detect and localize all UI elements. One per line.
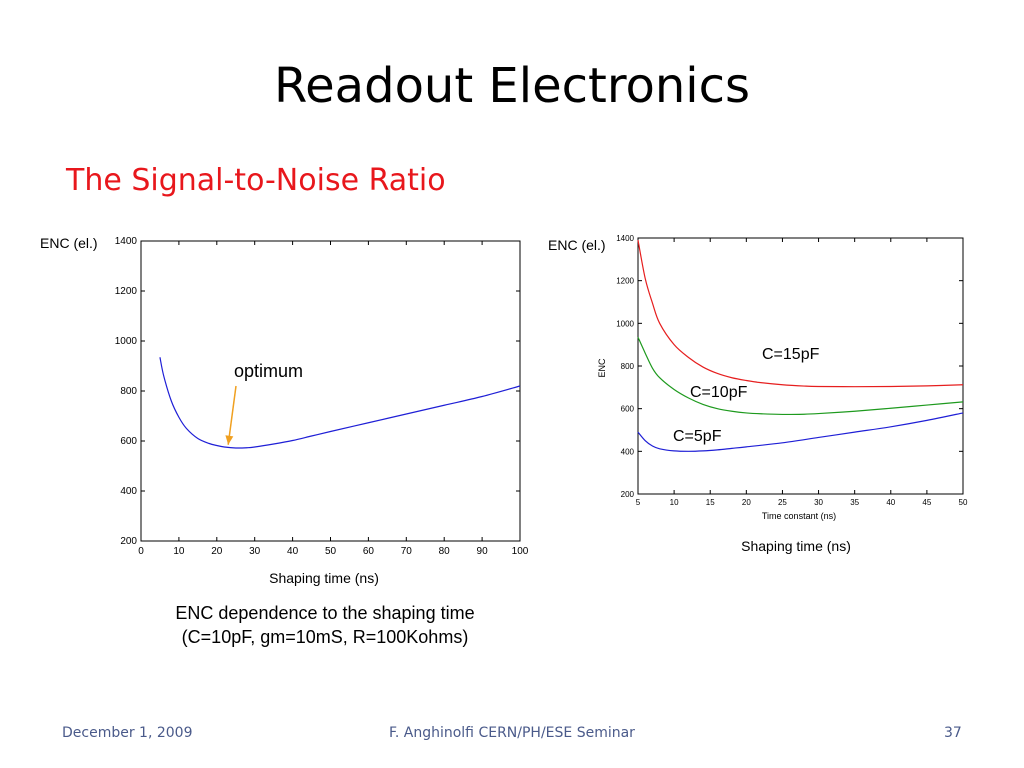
series-label-c15: C=15pF	[762, 346, 820, 363]
chart2-ytick-label: 600	[621, 405, 635, 414]
chart2-xtick-label: 45	[922, 498, 931, 507]
chart1-xtick-label: 20	[211, 546, 223, 557]
chart1-xlabel: Shaping time (ns)	[269, 570, 379, 586]
chart2-series-line-c-15pf	[637, 240, 964, 388]
chart2-xtick-label: 50	[959, 498, 968, 507]
chart2-xtick-label: 40	[886, 498, 895, 507]
chart1-xtick-label: 100	[512, 546, 529, 557]
caption-line-1: ENC dependence to the shaping time	[175, 603, 475, 623]
chart1-ytick-label: 200	[120, 536, 137, 547]
optimum-arrow	[227, 385, 237, 445]
chart1-series-line-0	[159, 357, 521, 449]
slide-title: Readout Electronics	[273, 58, 751, 114]
chart2-xtick-label: 20	[742, 498, 751, 507]
footer-date: December 1, 2009	[62, 725, 193, 741]
chart2-ytick-label: 200	[621, 490, 635, 499]
footer-presenter: F. Anghinolfi CERN/PH/ESE Seminar	[389, 725, 635, 741]
chart1-ytick-label: 1200	[115, 286, 138, 297]
chart2-xtick-label: 5	[636, 498, 641, 507]
chart2-series-line-c-5pf	[637, 412, 964, 452]
chart1-xtick-label: 30	[249, 546, 261, 557]
chart1-ytick-label: 800	[120, 386, 137, 397]
chart1-ylabel: ENC (el.)	[40, 235, 98, 251]
chart1-xtick-label: 40	[287, 546, 299, 557]
chart2-plot-area	[637, 237, 964, 495]
chart1-xtick-label: 50	[325, 546, 337, 557]
chart1-ytick-label: 1400	[115, 236, 138, 247]
chart1-ytick-label: 1000	[115, 336, 138, 347]
chart2-xtick-label: 30	[814, 498, 823, 507]
chart2-xlabel-inner: Time constant (ns)	[762, 511, 836, 521]
chart2-xtick-label: 35	[850, 498, 859, 507]
chart1-xtick-label: 10	[173, 546, 185, 557]
chart1-xtick-label: 80	[439, 546, 451, 557]
optimum-annotation: optimum	[234, 361, 303, 381]
series-label-c10: C=10pF	[690, 384, 748, 401]
chart2-ylabel-inner: ENC	[597, 358, 607, 378]
chart2-xtick-label: 10	[670, 498, 679, 507]
chart2-ylabel: ENC (el.)	[548, 237, 606, 253]
chart1-xtick-label: 60	[363, 546, 375, 557]
chart2-ytick-label: 400	[621, 447, 635, 456]
chart2-xlabel: Shaping time (ns)	[741, 538, 851, 554]
chart-caption: ENC dependence to the shaping time (C=10…	[140, 601, 510, 649]
chart2-ytick-label: 800	[621, 362, 635, 371]
chart2-ytick-label: 1000	[616, 319, 634, 328]
chart2-ytick-label: 1400	[616, 234, 634, 243]
optimum-arrowhead	[225, 435, 234, 445]
chart1-xtick-label: 0	[138, 546, 144, 557]
series-label-c5: C=5pF	[673, 428, 722, 445]
chart2-xtick-label: 25	[778, 498, 787, 507]
footer-page-number: 37	[944, 725, 962, 741]
slide-subtitle: The Signal-to-Noise Ratio	[66, 163, 446, 198]
chart1-xtick-label: 90	[477, 546, 489, 557]
chart1-ytick-label: 600	[120, 436, 137, 447]
chart2-xtick-label: 15	[706, 498, 715, 507]
chart2-ytick-label: 1200	[616, 277, 634, 286]
chart1-ytick-label: 400	[120, 486, 137, 497]
caption-line-2: (C=10pF, gm=10mS, R=100Kohms)	[181, 627, 469, 647]
chart1-xtick-label: 70	[401, 546, 413, 557]
chart1-plot-area	[140, 240, 521, 542]
chart2-series-line-c-10pf	[637, 336, 964, 416]
